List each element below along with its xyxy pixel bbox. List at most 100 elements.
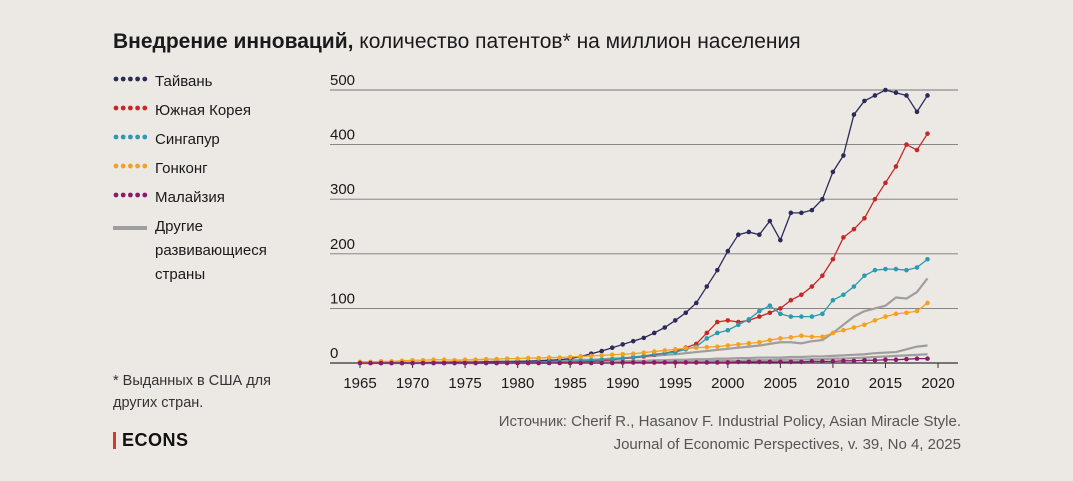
data-point (641, 360, 647, 365)
data-point (767, 310, 773, 316)
legend-item-singapore: Сингапур (113, 128, 295, 152)
data-point (715, 360, 720, 365)
legend-dot (120, 134, 126, 140)
data-point (809, 314, 815, 319)
data-point (725, 318, 731, 323)
legend-label-south-korea: Южная Корея (155, 102, 251, 119)
data-point (546, 355, 552, 360)
legend-dot (120, 192, 126, 198)
data-point (799, 359, 804, 365)
data-point (672, 360, 678, 365)
x-tick-label: 2020 (921, 375, 954, 392)
legend-label-malaysia: Малайзия (155, 189, 225, 206)
data-point (410, 360, 415, 366)
data-point (494, 356, 499, 362)
legend-swatch-hong-kong (113, 163, 148, 169)
legend-dot (142, 105, 148, 111)
logo-text: ECONS (122, 430, 189, 450)
data-point (820, 273, 825, 278)
data-point (862, 216, 867, 221)
legend-item-other-developing: Другие развивающиеся страны (113, 218, 295, 287)
data-point (693, 360, 699, 365)
data-point (799, 333, 804, 339)
data-point (557, 355, 562, 360)
data-point (725, 327, 731, 333)
data-point (715, 344, 720, 349)
x-tick-label: 1980 (501, 375, 534, 392)
data-point (651, 349, 657, 354)
data-point (683, 345, 689, 351)
data-point (809, 284, 815, 289)
data-point (609, 352, 615, 358)
series-line (360, 277, 929, 364)
legend-label-other-developing: Другие развивающиеся страны (155, 218, 267, 283)
data-point (651, 330, 657, 336)
data-point (599, 348, 605, 354)
data-point (788, 359, 794, 365)
data-point (788, 297, 794, 303)
data-point (904, 356, 909, 362)
data-point (799, 314, 804, 319)
data-point (788, 335, 794, 340)
legend-dot (142, 192, 148, 198)
data-point (757, 314, 762, 319)
series-4 (357, 356, 930, 366)
legend-dot (113, 163, 119, 169)
data-point (620, 355, 626, 361)
data-point (357, 360, 363, 366)
data-point (683, 360, 689, 365)
data-point (725, 360, 731, 365)
legend-swatch-malaysia (113, 192, 148, 198)
data-point (925, 300, 930, 306)
data-point (872, 196, 878, 202)
data-point (736, 342, 741, 347)
data-point (757, 232, 762, 237)
x-tick-label: 1995 (659, 375, 692, 392)
data-point (809, 207, 815, 213)
data-point (841, 358, 846, 364)
x-tick-label: 2005 (764, 375, 797, 392)
data-point (609, 345, 615, 351)
data-point (641, 353, 647, 359)
data-point (830, 169, 836, 175)
legend-label-hong-kong: Гонконг (155, 160, 208, 177)
data-point (757, 359, 762, 365)
data-point (662, 360, 668, 365)
data-point (536, 355, 541, 361)
data-point (725, 248, 731, 254)
legend-dot (128, 76, 133, 82)
data-point (525, 360, 531, 366)
data-point (872, 267, 878, 273)
legend-dot (135, 163, 140, 169)
source-note: Источник: Cherif R., Hasanov F. Industri… (499, 410, 961, 456)
data-point (441, 360, 447, 366)
legend-dot (135, 192, 140, 198)
data-point (651, 360, 657, 365)
data-point (736, 322, 741, 328)
legend-dot (120, 105, 126, 111)
data-point (851, 226, 857, 232)
data-point (662, 325, 668, 330)
data-point (736, 359, 741, 365)
data-point (557, 360, 562, 366)
chart-title: Внедрение инноваций, количество патентов… (113, 30, 801, 54)
series-line (360, 258, 928, 364)
legend-item-malaysia: Малайзия (113, 186, 295, 210)
legend-dot (128, 192, 133, 198)
data-point (620, 360, 626, 365)
legend-swatch-taiwan (113, 76, 148, 82)
data-point (599, 357, 605, 363)
data-point (851, 112, 857, 117)
data-point (704, 344, 710, 350)
data-point (588, 353, 594, 359)
data-point (672, 318, 678, 323)
data-point (715, 330, 720, 336)
data-point (809, 334, 815, 340)
data-point (851, 284, 857, 289)
x-tick-label: 2000 (711, 375, 744, 392)
x-tick-label: 1970 (396, 375, 429, 392)
data-point (567, 360, 573, 366)
y-tick-label: 400 (330, 127, 355, 144)
chart-title-bold: Внедрение инноваций, (113, 30, 354, 53)
